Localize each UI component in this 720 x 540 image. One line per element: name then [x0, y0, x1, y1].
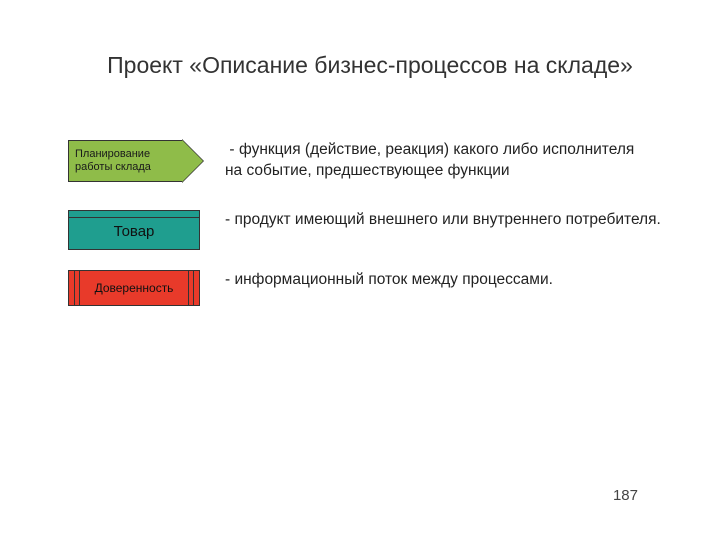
doc-vline [193, 271, 194, 305]
function-desc-line1: функция (действие, реакция) какого либо … [239, 140, 634, 161]
function-desc-line2: на событие, предшествующее функции [225, 161, 665, 182]
legend-row-product: Товар - продукт имеющий внешнего или вну… [68, 210, 665, 250]
product-description: - продукт имеющий внешнего или внутренне… [225, 210, 665, 231]
function-description: - функция (действие, реакция) какого либ… [225, 140, 665, 182]
info-label: Доверенность [95, 281, 174, 295]
dash-icon: - [225, 140, 239, 161]
page-title: Проект «Описание бизнес-процессов на скл… [60, 52, 680, 79]
product-table-divider [69, 217, 199, 218]
info-description: - информационный поток между процессами. [225, 270, 665, 291]
function-arrow-shape: Планирование работы склада [68, 140, 203, 182]
legend-row-function: Планирование работы склада - функция (де… [68, 140, 665, 182]
doc-vline [188, 271, 189, 305]
product-table-shape: Товар [68, 210, 200, 250]
function-arrow-body: Планирование работы склада [68, 140, 183, 182]
function-arrow-head [182, 140, 203, 182]
info-doc-shape: Доверенность [68, 270, 200, 306]
doc-vline [74, 271, 75, 305]
product-label: Товар [114, 221, 155, 240]
page-number: 187 [613, 487, 638, 504]
doc-vline [79, 271, 80, 305]
legend-row-info: Доверенность - информационный поток межд… [68, 270, 665, 306]
